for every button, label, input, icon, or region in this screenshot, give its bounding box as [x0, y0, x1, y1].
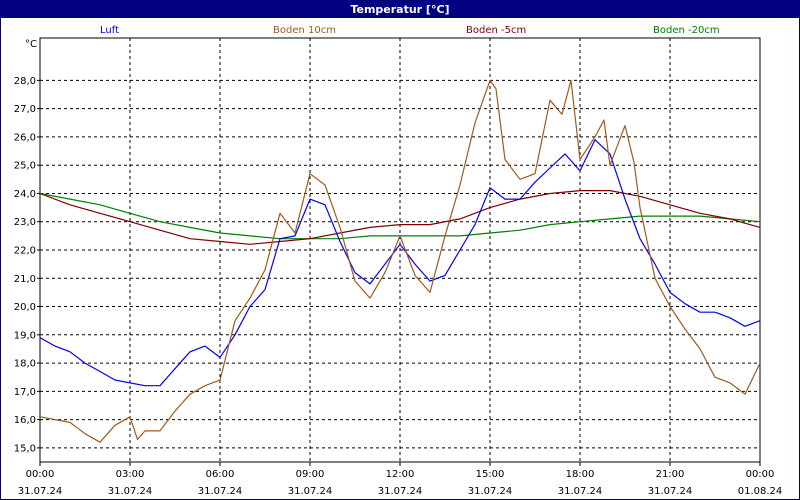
legend-boden-5cm: Boden -5cm — [466, 25, 527, 36]
x-tick-time-label: 12:00 — [386, 469, 415, 480]
chart-title: Temperatur [°C] — [1, 1, 799, 18]
y-tick-label: 23,0 — [14, 217, 36, 228]
x-tick-time-label: 09:00 — [296, 469, 325, 480]
legend-luft: Luft — [100, 25, 119, 36]
y-tick-label: 16,0 — [14, 415, 36, 426]
x-tick-date-label: 31.07.24 — [108, 486, 153, 497]
y-axis-unit-label: °C — [25, 39, 37, 50]
series-line-boden-10cm — [39, 79, 761, 443]
x-tick-time-label: 00:00 — [746, 469, 775, 480]
x-tick-date-label: 01.08.24 — [738, 486, 783, 497]
x-tick-time-label: 06:00 — [206, 469, 235, 480]
y-tick-label: 22,0 — [14, 246, 36, 257]
legend-boden-20cm: Boden -20cm — [653, 25, 720, 36]
x-tick-time-label: 15:00 — [476, 469, 505, 480]
x-tick-time-label: 00:00 — [26, 469, 55, 480]
x-tick-time-label: 21:00 — [656, 469, 685, 480]
y-tick-label: 18,0 — [14, 359, 36, 370]
series-line-luft — [39, 139, 761, 387]
x-tick-date-label: 31.07.24 — [288, 486, 333, 497]
y-tick-label: 20,0 — [14, 302, 36, 313]
x-tick-date-label: 31.07.24 — [378, 486, 423, 497]
y-tick-label: 25,0 — [14, 161, 36, 172]
legend-boden-10cm: Boden 10cm — [273, 25, 336, 36]
x-tick-date-label: 31.07.24 — [18, 486, 63, 497]
x-tick-date-label: 31.07.24 — [468, 486, 513, 497]
y-tick-label: 15,0 — [14, 443, 36, 454]
y-tick-label: 24,0 — [14, 189, 36, 200]
y-tick-label: 27,0 — [14, 104, 36, 115]
x-tick-date-label: 31.07.24 — [198, 486, 243, 497]
series-line-boden-5cm — [39, 190, 761, 245]
y-tick-label: 21,0 — [14, 274, 36, 285]
x-tick-time-label: 18:00 — [566, 469, 595, 480]
y-tick-label: 17,0 — [14, 387, 36, 398]
x-tick-date-label: 31.07.24 — [558, 486, 603, 497]
x-tick-time-label: 03:00 — [116, 469, 145, 480]
x-tick-date-label: 31.07.24 — [648, 486, 693, 497]
y-tick-label: 19,0 — [14, 330, 36, 341]
y-tick-label: 26,0 — [14, 132, 36, 143]
y-tick-label: 28,0 — [14, 76, 36, 87]
